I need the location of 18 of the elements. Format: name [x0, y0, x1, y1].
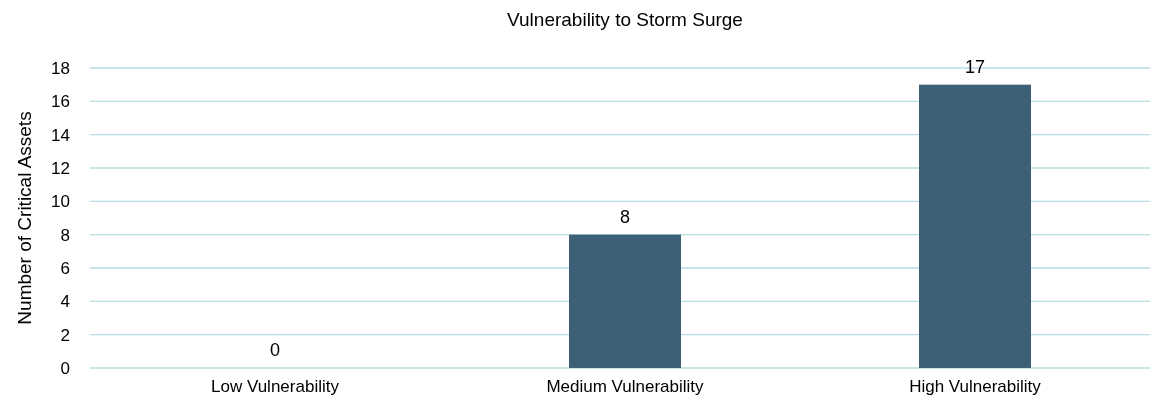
data-label: 17 — [964, 56, 986, 77]
y-tick-label: 6 — [60, 258, 70, 278]
chart-title: Vulnerability to Storm Surge — [507, 9, 743, 30]
x-tick-label: Low Vulnerability — [211, 377, 340, 396]
y-axis-title: Number of Critical Assets — [13, 111, 35, 325]
y-tick-label: 4 — [60, 292, 70, 312]
y-tick-label: 0 — [60, 358, 70, 378]
y-tick-label: 18 — [51, 58, 70, 78]
data-label: 8 — [619, 206, 631, 227]
y-tick-label: 10 — [51, 192, 70, 212]
x-tick-label: Medium Vulnerability — [546, 377, 705, 396]
y-tick-label: 14 — [51, 125, 70, 145]
data-label: 0 — [269, 340, 281, 360]
x-tick-label: High Vulnerability — [909, 377, 1042, 396]
y-tick-label: 8 — [60, 225, 70, 245]
y-tick-label: 12 — [51, 158, 70, 178]
y-tick-label: 16 — [51, 92, 70, 112]
y-tick-label: 2 — [60, 325, 70, 345]
